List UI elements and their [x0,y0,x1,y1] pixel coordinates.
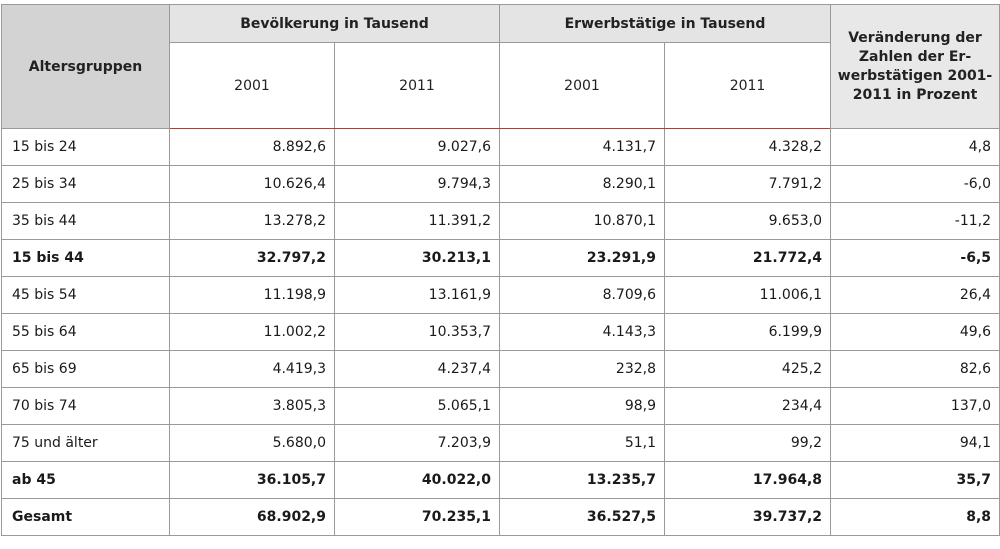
cell-emp2001: 4.131,7 [499,128,665,166]
cell-emp2011: 11.006,1 [663,276,832,314]
cell-change: 35,7 [830,461,1000,499]
cell-pop2011: 5.065,1 [334,387,500,425]
header-change-line: Veränderung der [848,29,982,46]
cell-emp2011: 234,4 [663,387,832,425]
row-label: 70 bis 74 [1,387,170,425]
cell-emp2001: 232,8 [499,350,665,388]
cell-change: -11,2 [830,202,1000,240]
age-employment-table: Altersgruppen Bevölkerung in Tausend Erw… [1,4,1000,536]
row-label: 15 bis 44 [1,239,170,277]
cell-pop2011: 40.022,0 [334,461,500,499]
header-employed: Erwerbstätige in Tausend [498,4,832,43]
table-row: 45 bis 54 11.198,9 13.161,9 8.709,6 11.006,1… [1,276,1000,314]
header-change-line: Zahlen der Er- [858,48,972,65]
cell-emp2011: 39.737,2 [663,498,832,536]
cell-emp2011: 4.328,2 [663,128,832,166]
cell-change: -6,5 [830,239,1000,277]
cell-pop2001: 36.105,7 [169,461,335,499]
header-year-emp-2011: 2011 [663,42,832,129]
header-population: Bevölkerung in Tausend [169,4,500,43]
cell-pop2011: 10.353,7 [334,313,500,351]
cell-change: 137,0 [830,387,1000,425]
table-row: ab 45 36.105,7 40.022,0 13.235,7 17.964,8 35,… [1,461,1000,499]
cell-change: 26,4 [830,276,1000,314]
table-row: 35 bis 44 13.278,2 11.391,2 10.870,1 9.653,0… [1,202,1000,240]
row-label: 75 und älter [1,424,170,462]
cell-change: 4,8 [830,128,1000,166]
cell-pop2011: 9.027,6 [334,128,500,166]
cell-emp2011: 6.199,9 [663,313,832,351]
row-label: 55 bis 64 [1,313,170,351]
cell-pop2011: 30.213,1 [334,239,500,277]
table-body: 15 bis 24 8.892,6 9.027,6 4.131,7 4.328,2 4,8… [1,128,1000,536]
cell-pop2011: 13.161,9 [334,276,500,314]
cell-emp2001: 51,1 [499,424,665,462]
cell-change: 82,6 [830,350,1000,388]
row-label: 35 bis 44 [1,202,170,240]
cell-pop2011: 9.794,3 [334,165,500,203]
cell-emp2011: 99,2 [663,424,832,462]
cell-pop2001: 13.278,2 [169,202,335,240]
header-change: Veränderung der Zahlen der Er- werbstäti… [830,4,1000,129]
cell-pop2001: 32.797,2 [169,239,335,277]
cell-change: 49,6 [830,313,1000,351]
row-label: 45 bis 54 [1,276,170,314]
table-row: 55 bis 64 11.002,2 10.353,7 4.143,3 6.199,9 4… [1,313,1000,351]
table-row: 65 bis 69 4.419,3 4.237,4 232,8 425,2 82,6 [1,350,1000,388]
cell-emp2011: 21.772,4 [663,239,832,277]
cell-pop2001: 3.805,3 [169,387,335,425]
cell-emp2011: 17.964,8 [663,461,832,499]
cell-emp2011: 7.791,2 [663,165,832,203]
cell-emp2011: 425,2 [663,350,832,388]
cell-emp2001: 98,9 [499,387,665,425]
cell-pop2001: 5.680,0 [169,424,335,462]
table-row: 15 bis 24 8.892,6 9.027,6 4.131,7 4.328,2 4,8 [1,128,1000,166]
header-change-line: 2011 in Prozent [852,86,978,103]
cell-pop2011: 4.237,4 [334,350,500,388]
cell-pop2001: 4.419,3 [169,350,335,388]
header-age-groups: Altersgruppen [1,4,170,129]
cell-pop2001: 10.626,4 [169,165,335,203]
cell-pop2011: 11.391,2 [334,202,500,240]
cell-emp2001: 23.291,9 [499,239,665,277]
table-row: 70 bis 74 3.805,3 5.065,1 98,9 234,4 137,0 [1,387,1000,425]
cell-change: 94,1 [830,424,1000,462]
cell-pop2001: 8.892,6 [169,128,335,166]
cell-change: 8,8 [830,498,1000,536]
row-label: 15 bis 24 [1,128,170,166]
header-year-pop-2001: 2001 [169,42,335,129]
cell-change: -6,0 [830,165,1000,203]
table-row: 25 bis 34 10.626,4 9.794,3 8.290,1 7.791,2 -6… [1,165,1000,203]
cell-pop2011: 7.203,9 [334,424,500,462]
cell-emp2001: 10.870,1 [499,202,665,240]
cell-emp2001: 8.290,1 [499,165,665,203]
table-row: 75 und älter 5.680,0 7.203,9 51,1 99,2 94,1 [1,424,1000,462]
cell-emp2001: 4.143,3 [499,313,665,351]
row-label: 25 bis 34 [1,165,170,203]
cell-emp2011: 9.653,0 [663,202,832,240]
header-year-pop-2011: 2011 [334,42,500,129]
cell-pop2001: 11.198,9 [169,276,335,314]
row-label: ab 45 [1,461,170,499]
table-row: 15 bis 44 32.797,2 30.213,1 23.291,9 21.772,… [1,239,1000,277]
cell-pop2011: 70.235,1 [334,498,500,536]
cell-emp2001: 8.709,6 [499,276,665,314]
cell-pop2001: 68.902,9 [169,498,335,536]
table-row: Gesamt 68.902,9 70.235,1 36.527,5 39.737,2 8,… [1,498,1000,536]
cell-pop2001: 11.002,2 [169,313,335,351]
cell-emp2001: 36.527,5 [499,498,665,536]
header-change-line: werbstätigen 2001- [837,67,993,84]
row-label: Gesamt [1,498,170,536]
cell-emp2001: 13.235,7 [499,461,665,499]
row-label: 65 bis 69 [1,350,170,388]
header-year-emp-2001: 2001 [499,42,665,129]
